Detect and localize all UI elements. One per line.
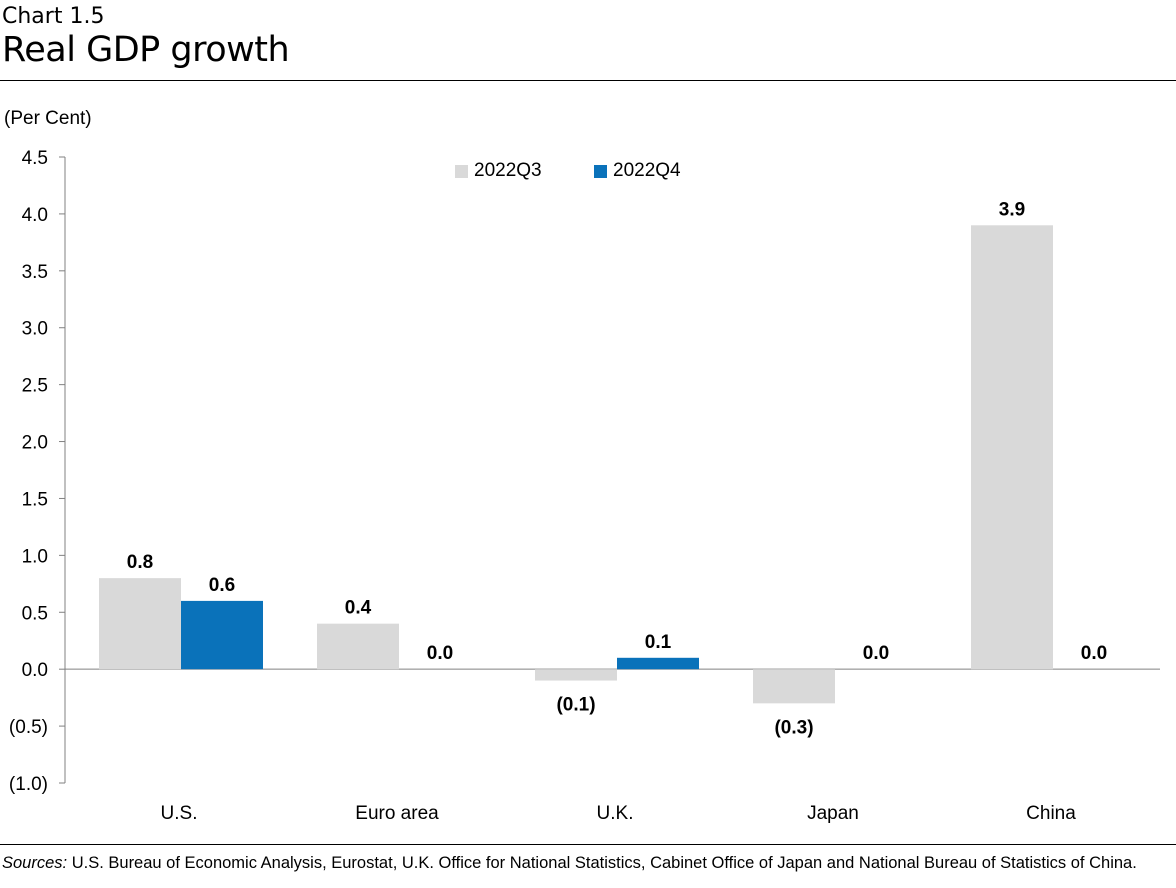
- bar-chart: 4.5 4.0 3.5 3.0 2.5 2.0 1.5 1.0 0.5 0.0 (0.5) (1.0)…: [9, 148, 1160, 824]
- chart-number: Chart 1.5: [2, 4, 105, 29]
- bar-2022q4-u-s-: [181, 600, 263, 670]
- x-category-label: China: [1026, 803, 1076, 824]
- bar-2022q3-china: [971, 225, 1053, 670]
- y-tick-label: 4.0: [22, 205, 48, 226]
- x-category-label: Japan: [807, 803, 859, 824]
- data-label: 0.0: [427, 643, 453, 664]
- y-tick-label: 4.5: [22, 148, 48, 169]
- data-label: 0.0: [1081, 643, 1107, 664]
- y-tick-label: (1.0): [9, 774, 48, 795]
- data-label: 0.1: [645, 632, 672, 653]
- bar-2022q3-u-k-: [535, 669, 617, 681]
- y-axis-unit-label: (Per Cent): [4, 108, 92, 129]
- y-tick-label: (0.5): [9, 717, 48, 738]
- legend-swatch-2022q4: [594, 164, 607, 178]
- y-tick-label: 2.0: [22, 433, 48, 454]
- bottom-divider: [0, 844, 1176, 845]
- top-divider: [0, 80, 1176, 81]
- sources-text: U.S. Bureau of Economic Analysis, Eurost…: [67, 854, 1137, 872]
- bar-2022q3-japan: [753, 669, 835, 704]
- x-category-label: U.K.: [597, 803, 634, 824]
- y-tick-label: 3.5: [22, 262, 48, 283]
- bar-2022q3-euro-area: [317, 623, 399, 670]
- y-tick-label: 1.0: [22, 546, 48, 567]
- data-label: 0.8: [127, 552, 153, 573]
- x-category-label: Euro area: [355, 803, 439, 824]
- data-label: 0.6: [209, 575, 235, 596]
- y-tick-label: 1.5: [22, 489, 48, 510]
- bar-2022q4-u-k-: [617, 657, 699, 670]
- x-category-label: U.S.: [161, 803, 198, 824]
- sources-label: Sources:: [2, 854, 68, 872]
- data-label: 0.4: [345, 598, 372, 619]
- legend-label-2022q3: 2022Q3: [474, 160, 542, 181]
- sources-note: Sources: U.S. Bureau of Economic Analysi…: [2, 854, 1137, 873]
- y-tick-label: 0.0: [22, 660, 48, 681]
- data-label: 0.0: [863, 643, 889, 664]
- legend-label-2022q4: 2022Q4: [613, 160, 681, 181]
- data-label: 3.9: [999, 199, 1025, 220]
- legend-item-2022q3: 2022Q3: [455, 160, 542, 182]
- legend-item-2022q4: 2022Q4: [594, 160, 681, 182]
- bar-2022q3-u-s-: [99, 578, 181, 670]
- legend-swatch-2022q3: [455, 164, 468, 178]
- chart-title: Real GDP growth: [2, 30, 290, 70]
- data-label: (0.1): [556, 695, 595, 716]
- y-tick-label: 0.5: [22, 603, 48, 624]
- y-tick-label: 3.0: [22, 319, 48, 340]
- y-tick-label: 2.5: [22, 376, 48, 397]
- data-label: (0.3): [774, 717, 813, 738]
